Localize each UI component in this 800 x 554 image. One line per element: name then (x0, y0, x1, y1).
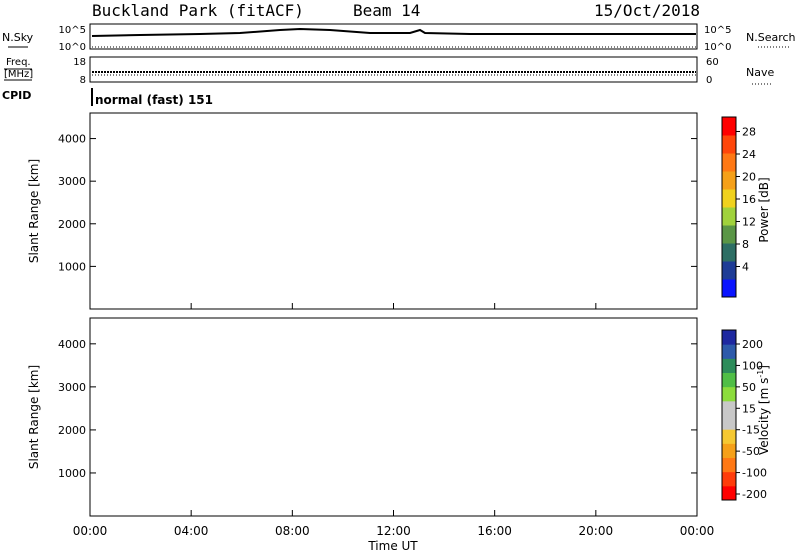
y-tick-label: 4000 (58, 133, 86, 146)
noise-sky-line (91, 27, 696, 37)
station-title: Buckland Park (fitACF) (92, 1, 304, 20)
noise-panel: N.Sky 10^5 10^0 10^5 10^0 N.Search (2, 23, 796, 53)
colorbar-cell (722, 189, 736, 208)
y-tick-label: 3000 (58, 381, 86, 394)
colorbar-cell (722, 429, 736, 444)
cpid-label: CPID (2, 89, 31, 102)
power-colorbar-tick-label: 28 (742, 126, 756, 139)
power-colorbar-tick-label: 20 (742, 171, 756, 184)
colorbar-cell (722, 415, 736, 430)
velocity-colorbar: 200 100 50 15 -15 -50 -100 -200 Velocity [m s-1… (721, 329, 771, 501)
colorbar-cell (722, 330, 736, 345)
colorbar-cell (722, 485, 736, 501)
colorbar-cell (722, 386, 736, 402)
y-tick-label: 3000 (58, 175, 86, 188)
y-tick-label: 1000 (58, 467, 86, 480)
colorbar-cell (722, 135, 736, 154)
y-tick-label: 2000 (58, 218, 86, 231)
velocity-colorbar-tick-label: -15 (742, 424, 760, 437)
cpid-panel: CPID normal (fast) 151 (2, 88, 213, 107)
power-ylabel: Slant Range [km] (27, 159, 41, 263)
velocity-yticks: 1000 2000 3000 4000 (58, 338, 697, 480)
y-tick-label: 4000 (58, 338, 86, 351)
freq-left-tick-top: 18 (73, 57, 86, 68)
x-tick-label: 16:00 (477, 524, 512, 538)
x-tick-label: 08:00 (275, 524, 310, 538)
x-tick-label: 12:00 (376, 524, 411, 538)
x-tick-label: 20:00 (579, 524, 614, 538)
velocity-colorbar-tick-label: -50 (742, 445, 760, 458)
colorbar-cell (722, 344, 736, 359)
colorbar-cell (722, 457, 736, 473)
noise-left-tick-top: 10^5 (59, 25, 86, 36)
cpid-text: normal (fast) 151 (95, 93, 213, 107)
colorbar-cell (722, 225, 736, 244)
nave-label: Nave (746, 66, 774, 79)
power-echoes (90, 128, 697, 305)
colorbar-cell (722, 471, 736, 487)
power-colorbar-label: Power [dB] (757, 177, 771, 242)
y-tick-label: 1000 (58, 260, 86, 273)
x-tick-label: 00:00 (73, 524, 108, 538)
x-tick-label: 04:00 (174, 524, 209, 538)
colorbar-cell (722, 153, 736, 172)
x-axis-ticks: 00:00 04:00 08:00 12:00 16:00 20:00 00:00 (73, 303, 715, 538)
colorbar-cell (722, 400, 736, 416)
freq-label-2: [MHz] (4, 69, 33, 80)
noise-left-label: N.Sky (2, 31, 34, 44)
x-tick-label: 00:00 (680, 524, 715, 538)
freq-right-tick-top: 60 (706, 57, 719, 68)
x-axis-label: Time UT (367, 539, 418, 553)
velocity-colorbar-tick-label: 15 (742, 402, 756, 415)
y-tick-label: 2000 (58, 424, 86, 437)
power-colorbar-tick-label: 4 (742, 261, 749, 274)
power-colorbar: 4 8 12 16 20 24 28 Power [dB] (721, 116, 771, 298)
velocity-ylabel: Slant Range [km] (27, 365, 41, 469)
velocity-colorbar-label: Velocity [m s-1] (756, 365, 771, 455)
colorbar-cell (722, 443, 736, 458)
date-title: 15/Oct/2018 (594, 1, 700, 20)
colorbar-cell (722, 372, 736, 388)
colorbar-cell (722, 171, 736, 190)
colorbar-cell (722, 207, 736, 226)
power-colorbar-tick-label: 8 (742, 238, 749, 251)
colorbar-cell (722, 279, 736, 298)
frequency-panel: Freq. [MHz] 18 8 60 0 Nave (4, 56, 774, 86)
velocity-echoes (90, 333, 697, 512)
power-yticks: 1000 2000 3000 4000 (58, 133, 697, 273)
velocity-colorbar-tick-label: -100 (742, 467, 767, 480)
velocity-colorbar-tick-label: 100 (742, 359, 763, 372)
power-colorbar-tick-label: 24 (742, 148, 756, 161)
noise-right-tick-top: 10^5 (704, 25, 731, 36)
velocity-colorbar-tick-label: -200 (742, 488, 767, 501)
colorbar-cell (722, 117, 736, 136)
colorbar-cell (722, 243, 736, 262)
beam-title: Beam 14 (353, 1, 420, 20)
freq-right-tick-bottom: 0 (706, 75, 712, 86)
colorbar-cell (722, 358, 736, 373)
freq-left-tick-bottom: 8 (80, 75, 86, 86)
freq-label-1: Freq. (6, 57, 31, 68)
velocity-colorbar-tick-label: 50 (742, 381, 756, 394)
power-colorbar-tick-label: 16 (742, 193, 756, 206)
power-colorbar-tick-label: 12 (742, 216, 756, 229)
noise-left-tick-bottom: 10^0 (59, 42, 86, 53)
power-panel: Slant Range [km] 1000 2000 3000 4000 (27, 112, 698, 310)
noise-right-label: N.Search (746, 31, 796, 44)
noise-right-tick-bottom: 10^0 (704, 42, 731, 53)
colorbar-cell (722, 261, 736, 280)
velocity-colorbar-tick-label: 200 (742, 338, 763, 351)
